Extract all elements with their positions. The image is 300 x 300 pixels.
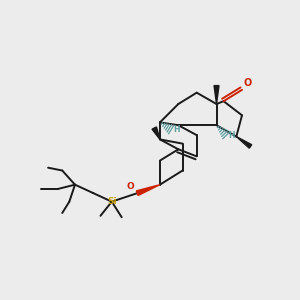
Text: Si: Si (107, 197, 117, 206)
Text: O: O (127, 182, 134, 191)
Polygon shape (136, 185, 160, 196)
Polygon shape (214, 85, 219, 104)
Text: O: O (243, 78, 252, 88)
Polygon shape (236, 136, 252, 148)
Text: H: H (173, 125, 180, 134)
Text: H: H (229, 130, 235, 140)
Polygon shape (152, 127, 160, 140)
